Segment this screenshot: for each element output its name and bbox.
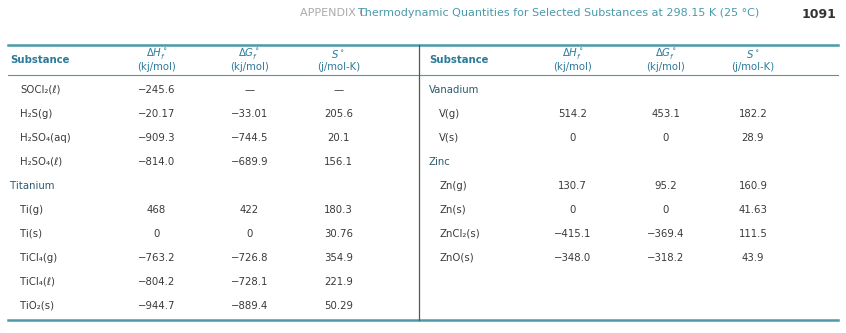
- Text: 130.7: 130.7: [558, 181, 587, 191]
- Text: Substance: Substance: [429, 55, 488, 65]
- Text: −944.7: −944.7: [138, 301, 175, 311]
- Text: 205.6: 205.6: [324, 109, 353, 119]
- Text: 354.9: 354.9: [324, 253, 353, 263]
- Text: $\Delta H_f^\circ$: $\Delta H_f^\circ$: [562, 46, 584, 62]
- Text: (kj/mol): (kj/mol): [646, 62, 685, 72]
- Text: ZnO(s): ZnO(s): [439, 253, 474, 263]
- Text: Ti(s): Ti(s): [20, 229, 42, 239]
- Text: H₂SO₄(aq): H₂SO₄(aq): [20, 133, 71, 143]
- Text: 0: 0: [569, 205, 576, 215]
- Text: Zn(g): Zn(g): [439, 181, 467, 191]
- Text: $\Delta G_f^\circ$: $\Delta G_f^\circ$: [239, 46, 261, 62]
- Text: 0: 0: [153, 229, 160, 239]
- Text: 221.9: 221.9: [324, 277, 353, 287]
- Text: (j/mol-K): (j/mol-K): [316, 62, 360, 72]
- Text: Ti(g): Ti(g): [20, 205, 43, 215]
- Text: −33.01: −33.01: [231, 109, 268, 119]
- Text: TiCl₄(ℓ): TiCl₄(ℓ): [20, 277, 55, 287]
- Text: Titanium: Titanium: [10, 181, 55, 191]
- Text: 28.9: 28.9: [742, 133, 764, 143]
- Text: APPENDIX C: APPENDIX C: [300, 8, 367, 18]
- Text: (kj/mol): (kj/mol): [553, 62, 592, 72]
- Text: V(s): V(s): [439, 133, 459, 143]
- Text: V(g): V(g): [439, 109, 460, 119]
- Text: −348.0: −348.0: [554, 253, 591, 263]
- Text: −763.2: −763.2: [138, 253, 175, 263]
- Text: $S^\circ$: $S^\circ$: [332, 48, 345, 60]
- Text: 1091: 1091: [801, 8, 836, 21]
- Text: Zinc: Zinc: [429, 157, 451, 167]
- Text: −318.2: −318.2: [647, 253, 684, 263]
- Text: 156.1: 156.1: [324, 157, 353, 167]
- Text: $\Delta G_f^\circ$: $\Delta G_f^\circ$: [655, 46, 677, 62]
- Text: $\Delta H_f^\circ$: $\Delta H_f^\circ$: [146, 46, 168, 62]
- Text: 41.63: 41.63: [739, 205, 767, 215]
- Text: −726.8: −726.8: [231, 253, 268, 263]
- Text: —: —: [333, 85, 343, 95]
- Text: 514.2: 514.2: [558, 109, 587, 119]
- Text: −369.4: −369.4: [647, 229, 684, 239]
- Text: H₂S(g): H₂S(g): [20, 109, 52, 119]
- Text: −909.3: −909.3: [138, 133, 175, 143]
- Text: Zn(s): Zn(s): [439, 205, 466, 215]
- Text: 453.1: 453.1: [651, 109, 680, 119]
- Text: ZnCl₂(s): ZnCl₂(s): [439, 229, 480, 239]
- Text: Vanadium: Vanadium: [429, 85, 480, 95]
- Text: (kj/mol): (kj/mol): [137, 62, 176, 72]
- Text: 43.9: 43.9: [742, 253, 764, 263]
- Text: 0: 0: [662, 133, 669, 143]
- Text: 0: 0: [569, 133, 576, 143]
- Text: 422: 422: [240, 205, 259, 215]
- Text: —: —: [244, 85, 255, 95]
- Text: 160.9: 160.9: [739, 181, 767, 191]
- Text: −744.5: −744.5: [231, 133, 268, 143]
- Text: −689.9: −689.9: [231, 157, 268, 167]
- Text: −728.1: −728.1: [231, 277, 268, 287]
- Text: 111.5: 111.5: [739, 229, 767, 239]
- Text: 180.3: 180.3: [324, 205, 353, 215]
- Text: 182.2: 182.2: [739, 109, 767, 119]
- Text: −814.0: −814.0: [138, 157, 175, 167]
- Text: 30.76: 30.76: [324, 229, 353, 239]
- Text: $S^\circ$: $S^\circ$: [746, 48, 760, 60]
- Text: Thermodynamic Quantities for Selected Substances at 298.15 K (25 °C): Thermodynamic Quantities for Selected Su…: [351, 8, 760, 18]
- Text: H₂SO₄(ℓ): H₂SO₄(ℓ): [20, 157, 63, 167]
- Text: 468: 468: [147, 205, 166, 215]
- Text: 50.29: 50.29: [324, 301, 353, 311]
- Text: 20.1: 20.1: [327, 133, 349, 143]
- Text: TiO₂(s): TiO₂(s): [20, 301, 54, 311]
- Text: Substance: Substance: [10, 55, 69, 65]
- Text: −889.4: −889.4: [231, 301, 268, 311]
- Text: −804.2: −804.2: [138, 277, 175, 287]
- Text: (kj/mol): (kj/mol): [230, 62, 269, 72]
- Text: −20.17: −20.17: [138, 109, 175, 119]
- Text: 95.2: 95.2: [655, 181, 677, 191]
- Text: 0: 0: [662, 205, 669, 215]
- Text: −415.1: −415.1: [554, 229, 591, 239]
- Text: TiCl₄(g): TiCl₄(g): [20, 253, 58, 263]
- Text: 0: 0: [246, 229, 253, 239]
- Text: SOCl₂(ℓ): SOCl₂(ℓ): [20, 85, 61, 95]
- Text: −245.6: −245.6: [138, 85, 175, 95]
- Text: (j/mol-K): (j/mol-K): [731, 62, 775, 72]
